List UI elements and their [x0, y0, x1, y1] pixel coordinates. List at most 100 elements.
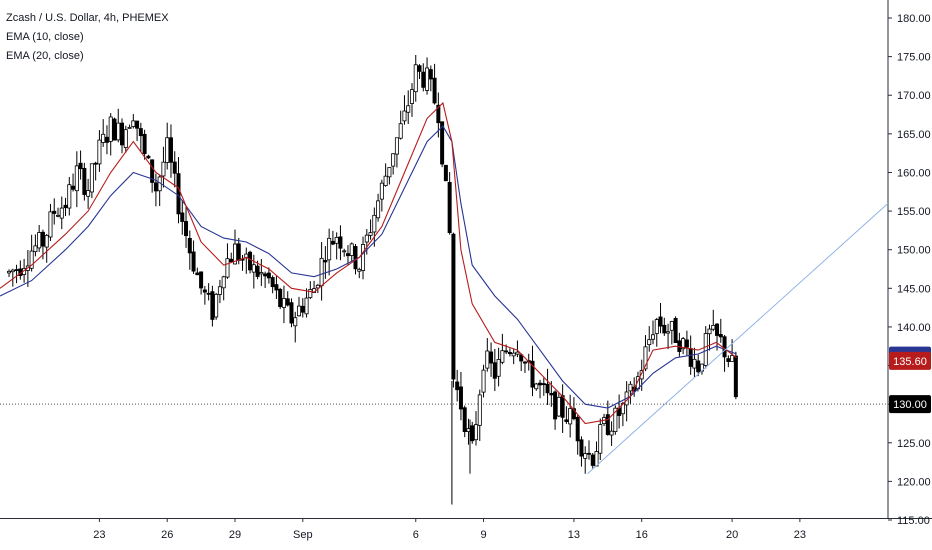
candle-body	[447, 182, 452, 234]
candle-body	[391, 153, 396, 167]
candle-body	[609, 430, 614, 436]
candle-body	[586, 452, 591, 455]
candle-body	[376, 200, 381, 219]
candle-body	[470, 425, 475, 442]
candle-body	[387, 167, 392, 178]
trendline[interactable]	[587, 203, 889, 475]
candle-body	[300, 305, 305, 313]
candle-body	[74, 165, 79, 192]
candle-body	[135, 120, 140, 129]
candle-body	[489, 351, 494, 364]
candle-body	[63, 204, 68, 209]
candle-body	[519, 354, 524, 362]
candle-body	[315, 284, 320, 289]
candle-body	[594, 451, 599, 467]
candle-body	[500, 350, 505, 363]
y-tick-label: 165.00	[897, 129, 931, 141]
candle-body	[259, 272, 264, 275]
candle-body	[304, 297, 309, 315]
x-tick-label: Sep	[293, 529, 313, 541]
candle-body	[458, 386, 463, 410]
candle-body	[361, 244, 366, 271]
candle-body	[492, 362, 497, 379]
candle-body	[726, 358, 731, 362]
candle-body	[93, 162, 98, 165]
y-tick-label: 160.00	[897, 167, 931, 179]
candle-body	[236, 243, 241, 261]
candle-body	[357, 268, 362, 272]
candle-body	[225, 258, 230, 278]
candle-body	[436, 104, 441, 124]
candle-body	[270, 277, 275, 288]
y-tick-label: 150.00	[897, 245, 931, 257]
candle-body	[549, 393, 554, 396]
candle-body	[696, 360, 701, 373]
candle-body	[251, 264, 256, 273]
candle-body	[168, 137, 173, 163]
candle-body	[647, 339, 652, 346]
candle-body	[684, 339, 689, 348]
y-tick-label: 145.00	[897, 283, 931, 295]
candle-body	[643, 346, 648, 370]
candle-body	[78, 162, 83, 170]
candle-body	[688, 348, 693, 367]
candle-body	[507, 352, 512, 355]
legend-ema10[interactable]: EMA (10, close)	[6, 31, 84, 43]
candle-body	[319, 257, 324, 287]
candle-body	[176, 173, 181, 215]
x-tick-label: 16	[636, 529, 648, 541]
candle-body	[413, 64, 418, 93]
candle-body	[323, 260, 328, 263]
candle-body	[263, 273, 268, 277]
candle-body	[89, 163, 94, 193]
candle-body	[214, 293, 219, 318]
candle-body	[530, 360, 535, 388]
candle-body	[71, 185, 76, 190]
candle-body	[733, 355, 738, 398]
candle-body	[37, 232, 42, 249]
ema10-price-label: 135.60	[893, 356, 927, 368]
candle-body	[462, 407, 467, 432]
candle-body	[206, 292, 211, 295]
candle-body	[138, 128, 143, 137]
candle-body	[421, 71, 426, 88]
candle-body	[406, 105, 411, 113]
last-price-badge	[889, 395, 931, 414]
candle-body	[342, 250, 347, 253]
candle-body	[112, 118, 117, 141]
candle-body	[67, 184, 72, 209]
y-tick-label: 115.00	[897, 515, 930, 527]
candle-body	[285, 298, 290, 306]
candle-body	[707, 328, 712, 335]
candle-body	[417, 65, 422, 72]
candle-body	[210, 291, 215, 320]
candle-body	[379, 182, 384, 200]
candle-body	[560, 395, 565, 418]
candle-body	[579, 439, 584, 457]
ema10-line[interactable]	[0, 101, 737, 425]
candle-body	[248, 251, 253, 271]
candle-body	[191, 251, 196, 272]
candle-body	[477, 394, 482, 426]
candle-body	[274, 284, 279, 291]
candle-body	[255, 265, 260, 277]
candle-body	[654, 319, 659, 334]
candle-body	[534, 383, 539, 390]
candle-body	[187, 237, 192, 254]
ema20-line[interactable]	[0, 125, 737, 409]
candle-body	[199, 271, 204, 289]
candle-body	[142, 133, 147, 154]
candle-body	[184, 221, 189, 237]
candle-body	[232, 243, 237, 265]
y-tick-label: 120.00	[897, 476, 931, 488]
candle-body	[432, 77, 437, 104]
candle-body	[703, 333, 708, 366]
candle-body	[165, 137, 170, 163]
candle-body	[349, 243, 354, 256]
candle-body	[590, 454, 595, 466]
candle-body	[131, 120, 136, 128]
legend-title: Zcash / U.S. Dollar, 4h, PHEMEX	[6, 12, 169, 24]
legend-ema20[interactable]: EMA (20, close)	[6, 50, 84, 62]
